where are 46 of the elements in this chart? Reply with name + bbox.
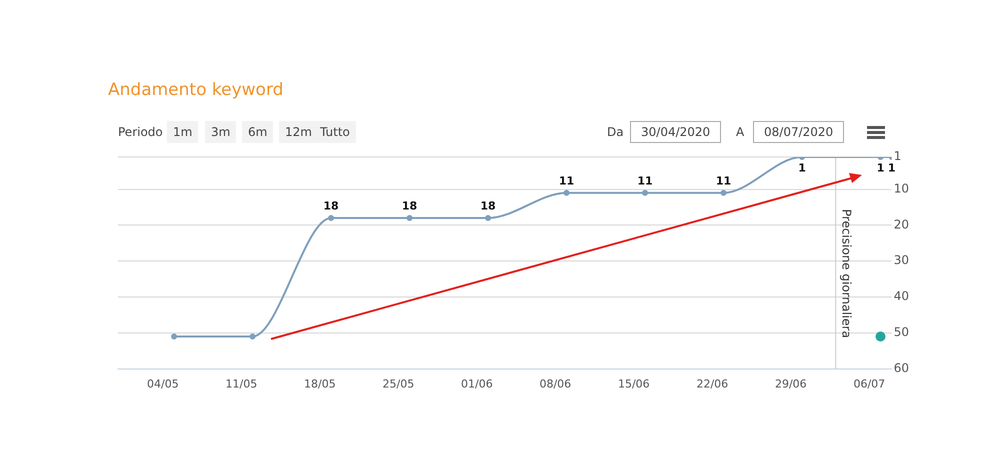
x-tick-label: 01/06 bbox=[460, 377, 493, 390]
x-tick-label: 08/06 bbox=[539, 377, 572, 390]
ref-line-label: Precisione giornaliera bbox=[840, 209, 854, 338]
data-label: 1 bbox=[798, 161, 806, 174]
data-label: 18 bbox=[323, 199, 339, 212]
x-tick-label: 29/06 bbox=[774, 377, 807, 390]
y-tick-label: 50 bbox=[894, 325, 910, 340]
text: 3m bbox=[205, 121, 236, 143]
point bbox=[328, 215, 334, 222]
text: 1m bbox=[167, 121, 198, 143]
y-tick-label: 20 bbox=[894, 217, 910, 232]
text: 12m bbox=[279, 121, 318, 143]
y-tick-label: 30 bbox=[894, 253, 910, 268]
point bbox=[564, 190, 570, 196]
x-tick-label: 04/05 bbox=[147, 377, 179, 390]
text: A bbox=[736, 124, 744, 141]
x-tick-label: 11/05 bbox=[225, 377, 258, 390]
data-label: 1 bbox=[876, 161, 884, 174]
y-tick-label: 40 bbox=[894, 289, 910, 304]
point bbox=[406, 215, 413, 222]
x-tick-label: 25/05 bbox=[382, 377, 414, 390]
point bbox=[642, 190, 648, 196]
chart-title: Andamento keyword bbox=[108, 80, 284, 100]
x-tick-label: 15/06 bbox=[618, 377, 650, 390]
text: 30/04/2020 bbox=[630, 121, 722, 143]
text: Da bbox=[607, 124, 624, 141]
text: Periodo bbox=[118, 124, 163, 141]
data-label: 11 bbox=[716, 174, 732, 188]
data-label: 18 bbox=[402, 199, 418, 212]
point bbox=[720, 190, 727, 196]
y-tick-label: 1 bbox=[894, 149, 902, 164]
data-label: 18 bbox=[480, 199, 496, 212]
point bbox=[171, 333, 178, 340]
x-tick-label: 22/06 bbox=[696, 377, 728, 390]
data-label: 11 bbox=[637, 174, 653, 188]
text: 6m bbox=[242, 121, 274, 143]
y-tick-label: 60 bbox=[894, 360, 910, 375]
data-label: 11 bbox=[558, 174, 574, 188]
x-tick-label: 18/05 bbox=[304, 377, 336, 390]
x-tick-label: 06/07 bbox=[853, 377, 886, 390]
point bbox=[250, 333, 256, 340]
point bbox=[485, 215, 492, 222]
y-tick-label: 10 bbox=[894, 181, 910, 196]
point bbox=[876, 331, 886, 342]
text: Tutto bbox=[314, 121, 356, 143]
text: 08/07/2020 bbox=[753, 121, 844, 143]
